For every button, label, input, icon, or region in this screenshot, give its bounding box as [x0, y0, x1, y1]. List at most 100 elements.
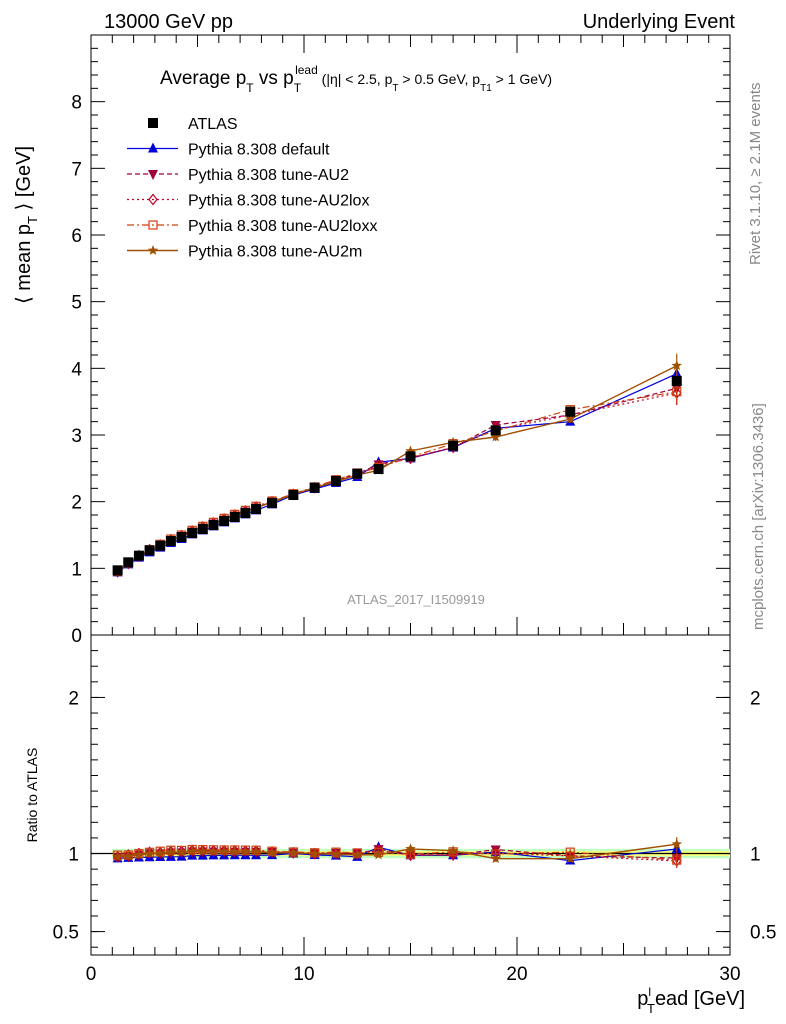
ratio-tick-label-right: 1	[750, 845, 761, 866]
point-AU2m	[490, 431, 501, 442]
x-tick-label: 30	[719, 964, 740, 985]
main-axis-ticks: 0 1 2 3 4 5 6 7 8	[71, 35, 731, 647]
y-tick-label: 2	[71, 493, 82, 514]
ratio-point-AU2m	[671, 838, 682, 849]
point-ATLAS	[373, 464, 384, 474]
legend-label-ATLAS: ATLAS	[188, 116, 238, 133]
point-ATLAS	[197, 524, 208, 534]
y-tick-label: 0	[71, 626, 82, 647]
legend-item-AU2m: Pythia 8.308 tune-AU2m	[127, 244, 362, 261]
point-ATLAS	[448, 440, 459, 451]
analysis-id-watermark: ATLAS_2017_I1509919	[347, 592, 485, 607]
series-line-default	[117, 373, 678, 573]
ratio-point-AU2m	[144, 848, 155, 858]
point-ATLAS	[671, 376, 682, 386]
ratio-point-AU2m	[266, 847, 278, 858]
point-ATLAS	[176, 532, 187, 542]
ratio-point-AU2m	[250, 846, 262, 857]
rivet-version-text: Rivet 3.1.10, ≥ 2.1M events	[747, 83, 764, 266]
header-analysis-type: Underlying Event	[583, 11, 736, 33]
point-ATLAS	[405, 451, 416, 462]
point-ATLAS	[123, 557, 134, 568]
ratio-point-AU2m	[447, 845, 459, 856]
point-AU2m	[405, 445, 416, 456]
point-ATLAS	[155, 540, 166, 551]
ratio-point-AU2m	[155, 848, 166, 858]
legend-label-AU2m: Pythia 8.308 tune-AU2m	[188, 244, 362, 261]
x-tick-label: 10	[293, 964, 314, 985]
ratio-point-AU2lox	[144, 846, 155, 859]
ratio-point-AU2m	[176, 846, 187, 857]
ratio-point-AU2lox	[134, 847, 144, 860]
legend-item-AU2loxx: Pythia 8.308 tune-AU2loxx	[127, 218, 377, 235]
ratio-point-AU2m	[133, 849, 145, 860]
series-line-AU2m	[117, 365, 678, 573]
point-ATLAS	[165, 536, 176, 546]
ratio-point-AU2lox	[267, 846, 277, 858]
series-ATLAS	[112, 376, 682, 576]
point-ATLAS	[219, 516, 230, 526]
legend-item-default: Pythia 8.308 default	[127, 142, 330, 159]
point-ATLAS	[187, 528, 198, 538]
legend-marker-AU2lox	[148, 193, 158, 206]
ratio-point-AU2m	[288, 847, 299, 858]
point-ATLAS	[251, 504, 262, 514]
legend-marker-AU2	[148, 170, 158, 180]
ratio-point-AU2loxx	[672, 855, 682, 865]
point-ATLAS	[144, 545, 155, 556]
y-tick-label: 6	[71, 226, 82, 247]
point-AU2loxx	[672, 387, 682, 397]
legend-label-AU2loxx: Pythia 8.308 tune-AU2loxx	[188, 218, 377, 235]
ratio-point-AU2lox	[187, 844, 197, 857]
legend-label-AU2: Pythia 8.308 tune-AU2	[188, 167, 349, 184]
series-line-AU2lox	[117, 392, 677, 573]
legend-item-AU2: Pythia 8.308 tune-AU2	[127, 167, 349, 184]
mcplots-reference-text: mcplots.cern.ch [arXiv:1306.3436]	[750, 403, 767, 630]
legend-item-ATLAS: ATLAS	[148, 116, 238, 133]
legend-item-AU2lox: Pythia 8.308 tune-AU2lox	[127, 193, 369, 210]
ratio-tick-label: 2	[68, 688, 79, 709]
x-tick-label: 0	[86, 964, 97, 985]
ratio-point-AU2lox	[448, 848, 458, 861]
y-tick-label: 4	[71, 359, 82, 380]
ratio-point-AU2m	[240, 846, 251, 857]
ratio-point-AU2m	[490, 853, 501, 864]
ratio-series-layer	[112, 837, 682, 868]
ratio-y-axis-label: Ratio to ATLAS	[24, 748, 40, 843]
ratio-point-AU2m	[165, 846, 177, 857]
ratio-point-AU2m	[352, 849, 363, 860]
point-AU2m	[565, 413, 576, 424]
legend-marker-default	[148, 142, 158, 153]
ratio-point-AU2m	[208, 846, 219, 857]
point-ATLAS	[352, 468, 363, 479]
legend-marker-ATLAS	[148, 118, 158, 128]
ratio-plot-frame	[90, 634, 731, 956]
ratio-tick-label-right: 0.5	[750, 923, 776, 944]
series-line-AU2loxx	[117, 391, 677, 572]
ratio-series-AU2m	[112, 837, 682, 864]
x-axis-label: pl Tead [GeV]	[637, 985, 745, 1016]
ratio-point-AU2lox	[219, 844, 229, 857]
ratio-point-AU2lox	[240, 845, 251, 857]
point-ATLAS	[288, 490, 299, 500]
ratio-tick-label: 1	[68, 845, 79, 866]
ratio-point-AU2m	[309, 848, 320, 858]
point-ATLAS	[309, 482, 320, 493]
legend-label-default: Pythia 8.308 default	[188, 142, 330, 159]
point-ATLAS	[240, 508, 251, 518]
y-tick-label: 3	[71, 426, 82, 447]
ratio-point-AU2m	[373, 849, 384, 860]
ratio-point-AU2lox	[123, 848, 134, 861]
y-tick-label: 1	[71, 559, 82, 580]
point-ATLAS	[112, 565, 123, 576]
series-AU2loxx	[113, 379, 682, 576]
legend-marker-AU2loxx	[148, 220, 158, 230]
ratio-point-AU2lox	[198, 844, 208, 857]
series-AU2m	[112, 353, 682, 577]
main-series-layer	[112, 353, 682, 578]
x-tick-label: 20	[506, 964, 527, 985]
point-ATLAS	[330, 476, 341, 486]
ratio-axis-ticks: 0.5 0.51 12 20 10 20 30	[53, 650, 776, 985]
header-collision: 13000 GeV pp	[104, 11, 233, 33]
